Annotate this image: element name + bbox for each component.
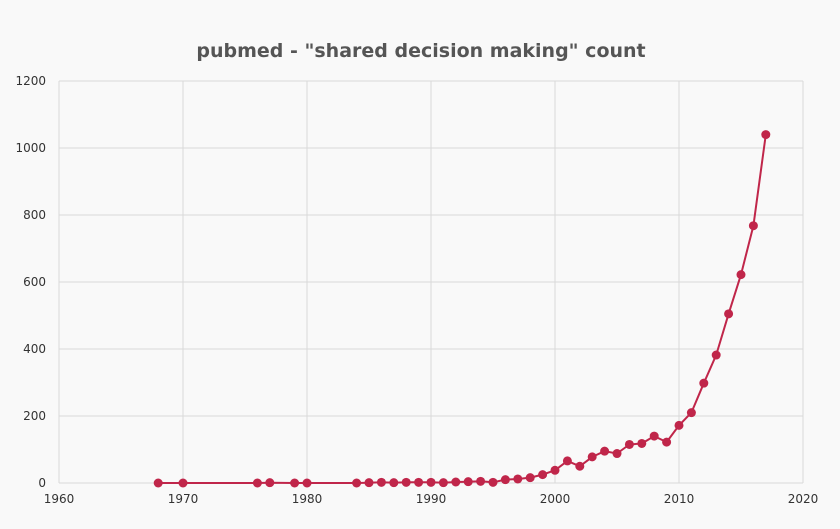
data-point bbox=[686, 408, 696, 418]
x-tick-label: 2020 bbox=[788, 492, 819, 506]
data-point bbox=[352, 478, 362, 488]
data-point bbox=[513, 474, 523, 484]
data-point bbox=[761, 130, 771, 140]
series-line bbox=[158, 134, 767, 484]
data-point bbox=[178, 478, 188, 488]
data-point bbox=[426, 477, 436, 487]
data-point bbox=[550, 465, 560, 475]
data-point bbox=[575, 461, 585, 471]
data-point bbox=[711, 350, 721, 360]
data-point bbox=[612, 449, 622, 459]
y-tick-label: 400 bbox=[23, 342, 46, 356]
x-tick-label: 1970 bbox=[168, 492, 199, 506]
x-tick-label: 1990 bbox=[416, 492, 447, 506]
y-tick-label: 600 bbox=[23, 275, 46, 289]
data-point bbox=[637, 438, 647, 448]
data-point bbox=[463, 477, 473, 487]
series-layer bbox=[153, 130, 771, 488]
data-point bbox=[538, 470, 548, 480]
x-axis-tick-labels: 1960 1970 1980 1990 2000 2010 2020 bbox=[44, 492, 819, 506]
y-tick-label: 0 bbox=[38, 476, 46, 490]
y-tick-label: 1200 bbox=[15, 74, 46, 88]
data-point bbox=[624, 439, 634, 449]
data-point bbox=[649, 431, 659, 441]
data-point bbox=[401, 477, 411, 487]
data-point bbox=[438, 478, 448, 488]
x-tick-label: 2000 bbox=[540, 492, 571, 506]
data-point bbox=[476, 476, 486, 486]
data-point bbox=[674, 420, 684, 430]
data-point bbox=[600, 446, 610, 456]
data-point bbox=[525, 473, 535, 483]
chart-title: pubmed - "shared decision making" count bbox=[196, 40, 645, 62]
grid-lines bbox=[58, 80, 804, 484]
data-point bbox=[587, 452, 597, 462]
data-point bbox=[302, 478, 312, 488]
data-point bbox=[376, 477, 386, 487]
data-point bbox=[290, 478, 300, 488]
y-tick-label: 200 bbox=[23, 409, 46, 423]
data-point bbox=[748, 221, 758, 231]
y-axis-tick-labels: 0 200 400 600 800 1000 1200 bbox=[15, 74, 46, 490]
data-point bbox=[500, 475, 510, 485]
y-tick-label: 1000 bbox=[15, 141, 46, 155]
data-point bbox=[699, 378, 709, 388]
x-tick-label: 1960 bbox=[44, 492, 75, 506]
data-point bbox=[451, 477, 461, 487]
data-point bbox=[414, 477, 424, 487]
x-tick-label: 2010 bbox=[664, 492, 695, 506]
x-tick-label: 1980 bbox=[292, 492, 323, 506]
data-point bbox=[736, 270, 746, 280]
data-point bbox=[488, 477, 498, 487]
y-tick-label: 800 bbox=[23, 208, 46, 222]
data-point bbox=[662, 437, 672, 447]
data-point bbox=[252, 478, 262, 488]
data-point bbox=[265, 478, 275, 488]
data-point bbox=[364, 478, 374, 488]
data-point bbox=[724, 309, 734, 319]
data-point bbox=[562, 456, 572, 466]
data-point bbox=[389, 478, 399, 488]
data-point bbox=[153, 478, 163, 488]
